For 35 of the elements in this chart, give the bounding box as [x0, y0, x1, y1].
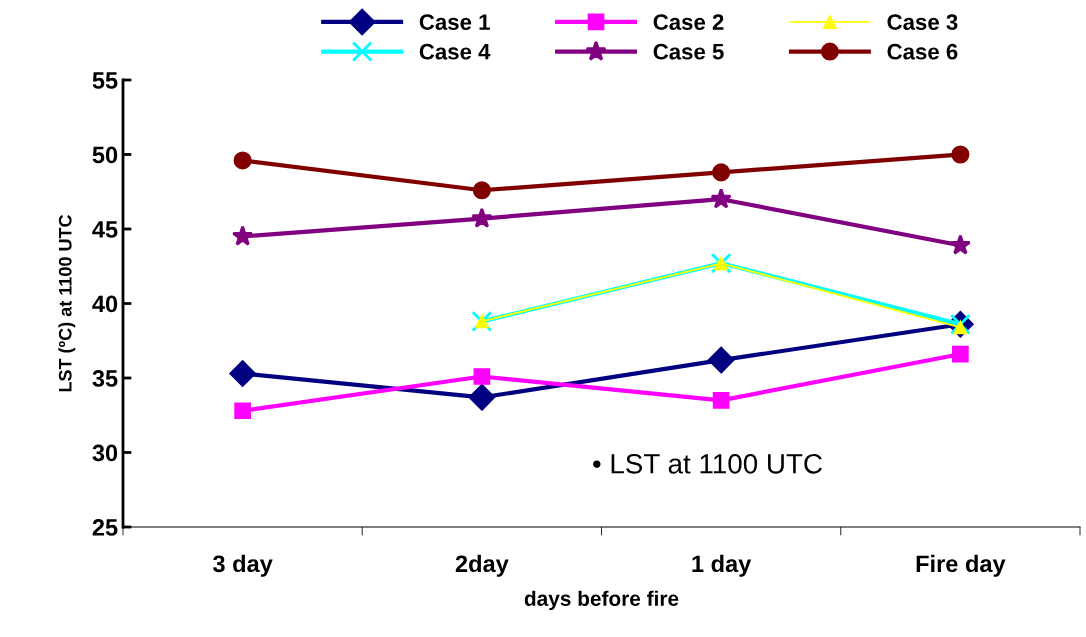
- legend-label: Case 5: [653, 43, 724, 60]
- legend-label: Case 1: [419, 14, 490, 30]
- point: [707, 346, 735, 374]
- legend-label: Case 6: [887, 43, 958, 60]
- point: [951, 145, 970, 164]
- legend-label: Case 3: [887, 14, 958, 30]
- y-tick-label: 40: [92, 295, 118, 313]
- y-tick-label: 25: [92, 519, 118, 536]
- y-tick-label: 30: [92, 444, 118, 462]
- x-tick-label: 1 day: [692, 554, 752, 577]
- x-axis-title: days before fire: [524, 590, 679, 611]
- x-tick-label: 3 day: [212, 554, 273, 577]
- point: [710, 188, 732, 209]
- legend-label: Case 2: [653, 14, 724, 30]
- point: [712, 163, 731, 182]
- annotation: • LST at 1100 UTC: [593, 453, 822, 474]
- y-tick-label: 50: [92, 146, 118, 164]
- x-tick-label: Fire day: [916, 554, 1006, 577]
- y-axis-title: LST (ºC) at 1100 UTC: [58, 214, 76, 392]
- x-tick-label: 2day: [455, 554, 509, 577]
- point: [468, 383, 496, 411]
- y-tick-label: 35: [92, 370, 118, 387]
- point: [473, 368, 491, 385]
- point: [229, 360, 257, 387]
- point: [234, 402, 251, 420]
- point: [471, 207, 493, 228]
- y-tick-label: 55: [92, 72, 118, 89]
- y-tick-label: 45: [92, 221, 118, 238]
- point: [231, 225, 254, 246]
- point: [233, 151, 252, 170]
- point: [949, 234, 972, 255]
- point: [952, 345, 969, 363]
- legend-label: Case 4: [419, 43, 491, 60]
- point: [712, 392, 730, 409]
- point: [472, 181, 491, 200]
